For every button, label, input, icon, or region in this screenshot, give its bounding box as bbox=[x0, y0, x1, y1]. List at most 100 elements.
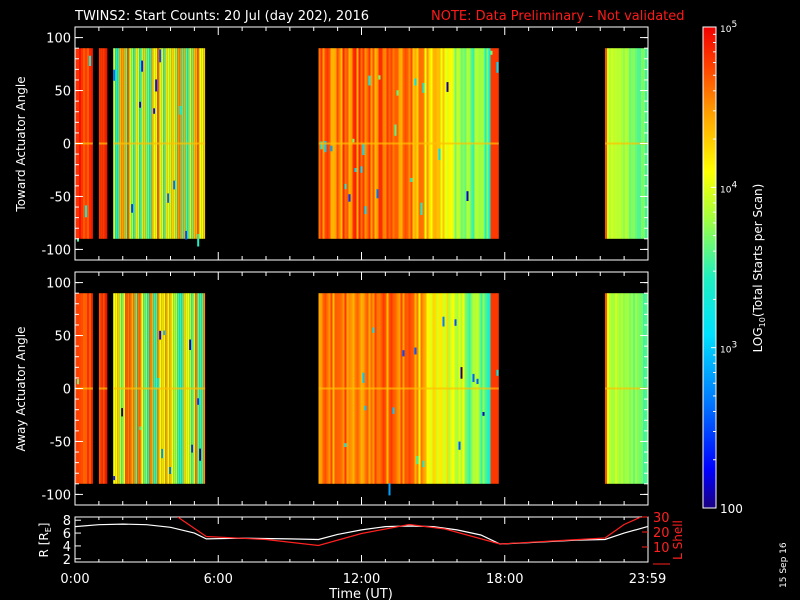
y-tick-label: 50 bbox=[54, 330, 71, 345]
heatmap-speckle bbox=[402, 350, 405, 357]
date-stamp: 15 Sep 16 bbox=[779, 542, 789, 588]
y-tick-label: -50 bbox=[50, 190, 71, 205]
colorbar-tick-base: 10 bbox=[720, 185, 732, 195]
heatmap-speckle bbox=[362, 372, 365, 383]
r-tick-label: 6 bbox=[63, 527, 71, 542]
heatmap-speckle bbox=[460, 367, 463, 379]
heatmap-speckle bbox=[159, 330, 162, 340]
zero-angle-band bbox=[113, 142, 206, 145]
preliminary-note: NOTE: Data Preliminary - Not validated bbox=[431, 9, 685, 24]
heatmap-speckle bbox=[197, 398, 200, 405]
colorbar bbox=[703, 27, 716, 508]
colorbar-tick-label: 104 bbox=[720, 180, 737, 195]
heatmap-speckle bbox=[490, 50, 493, 55]
heatmap-speckle bbox=[113, 69, 116, 81]
heatmap-speckle bbox=[422, 460, 425, 468]
x-tick-label: 23:59 bbox=[629, 572, 666, 587]
heatmap-speckle bbox=[414, 78, 417, 86]
colorbar-tick-exp: 5 bbox=[731, 20, 737, 30]
heatmap-speckle bbox=[368, 75, 371, 86]
heatmap-speckle bbox=[496, 369, 499, 376]
colorbar-label-tail: (Total Starts per Scan) bbox=[751, 184, 765, 318]
heatmap-speckle bbox=[410, 177, 413, 182]
heatmap-speckle bbox=[344, 443, 347, 447]
zero-angle-band bbox=[98, 387, 108, 390]
zero-angle-band bbox=[318, 387, 499, 390]
l-shell-line bbox=[177, 517, 643, 547]
zero-angle-band bbox=[605, 142, 648, 145]
y-tick-label: 50 bbox=[54, 85, 71, 100]
heatmap-speckle bbox=[348, 194, 351, 202]
heatmap-speckle bbox=[159, 49, 162, 63]
toward-y-ticks: 100 50 0 -50 -100 bbox=[41, 32, 648, 258]
heatmap-speckle bbox=[458, 441, 461, 450]
x-axis-label: Time (UT) bbox=[328, 587, 393, 600]
away-y-axis-label: Away Actuator Angle bbox=[14, 326, 28, 451]
heatmap-speckle bbox=[121, 408, 124, 417]
heatmap-speckle bbox=[454, 319, 457, 326]
heatmap-speckle bbox=[396, 90, 399, 96]
r-axis-label: R [RE] bbox=[37, 523, 53, 558]
heatmap-speckle bbox=[364, 405, 367, 411]
colorbar-label: LOG10(Total Starts per Scan) bbox=[751, 184, 767, 353]
r-axis-label-main: R [R bbox=[37, 532, 51, 557]
y-tick-label: -50 bbox=[50, 435, 71, 450]
heatmap-speckle bbox=[354, 168, 357, 172]
y-tick-label: 100 bbox=[46, 277, 71, 292]
heatmap-speckle bbox=[320, 141, 323, 150]
heatmap-speckle bbox=[476, 378, 479, 384]
heatmap-speckle bbox=[422, 82, 425, 93]
heatmap-speckle bbox=[376, 189, 379, 199]
r-tick-label: 8 bbox=[63, 514, 71, 529]
colorbar-tick-base: 10 bbox=[720, 346, 732, 356]
colorbar-frame bbox=[702, 26, 717, 509]
l-shell-tick-label: 30 bbox=[653, 511, 670, 526]
heatmap-speckle bbox=[199, 448, 202, 461]
heatmap-speckle bbox=[153, 108, 156, 114]
zero-angle-band bbox=[75, 387, 93, 390]
l-shell-tick-label: 10 bbox=[653, 541, 670, 556]
heatmap-speckle bbox=[139, 101, 142, 108]
x-tick-label: 18:00 bbox=[486, 572, 523, 587]
x-tick-label: 0:00 bbox=[60, 572, 89, 587]
y-tick-label: 100 bbox=[46, 32, 71, 47]
heatmap-speckle bbox=[77, 238, 79, 242]
heatmap-speckle bbox=[362, 143, 365, 156]
r-axis-label-close: ] bbox=[37, 523, 51, 528]
heatmap-speckle bbox=[360, 166, 363, 173]
y-tick-label: 0 bbox=[63, 383, 71, 398]
colorbar-tick-exp: 3 bbox=[731, 341, 737, 351]
heatmap-speckle bbox=[442, 316, 445, 327]
heatmap-speckle bbox=[330, 145, 333, 152]
heatmap-speckle bbox=[482, 412, 485, 416]
zero-angle-band bbox=[605, 387, 648, 390]
heatmap-speckle bbox=[189, 339, 192, 350]
zero-angle-band bbox=[75, 142, 93, 145]
heatmap-speckle bbox=[173, 180, 176, 190]
heatmap-speckle bbox=[161, 448, 164, 459]
l-shell-tick-label: 20 bbox=[653, 526, 670, 541]
y-tick-label: -100 bbox=[41, 488, 71, 503]
heatmap-speckle bbox=[185, 230, 188, 240]
figure-title: TWINS2: Start Counts: 20 Jul (day 202), … bbox=[74, 9, 369, 24]
colorbar-label-sub: 10 bbox=[758, 317, 767, 327]
heatmap-speckle bbox=[392, 407, 395, 414]
heatmap-speckle bbox=[191, 444, 194, 453]
away-heatmap-strips bbox=[75, 293, 648, 496]
heatmap-speckle bbox=[139, 426, 142, 431]
heatmap-speckle bbox=[344, 183, 347, 190]
heatmap-speckle bbox=[372, 327, 375, 333]
heatmap-speckle bbox=[77, 379, 79, 385]
zero-angle-band bbox=[113, 387, 206, 390]
heatmap-speckle bbox=[157, 378, 160, 390]
zero-angle-band bbox=[98, 142, 108, 145]
heatmap-speckle bbox=[466, 191, 469, 201]
heatmap-speckle bbox=[472, 373, 475, 382]
heatmap-speckle bbox=[378, 75, 381, 80]
heatmap-speckle bbox=[155, 79, 158, 92]
heatmap-speckle bbox=[416, 456, 419, 465]
x-tick-label: 6:00 bbox=[204, 572, 233, 587]
